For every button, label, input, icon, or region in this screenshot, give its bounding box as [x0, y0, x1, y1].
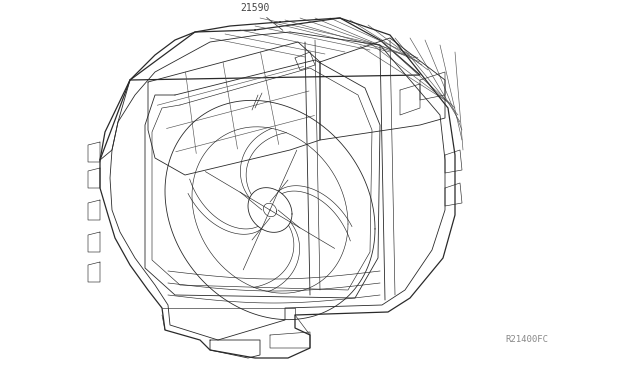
Text: R21400FC: R21400FC [505, 336, 548, 344]
Text: 21590: 21590 [240, 3, 283, 30]
